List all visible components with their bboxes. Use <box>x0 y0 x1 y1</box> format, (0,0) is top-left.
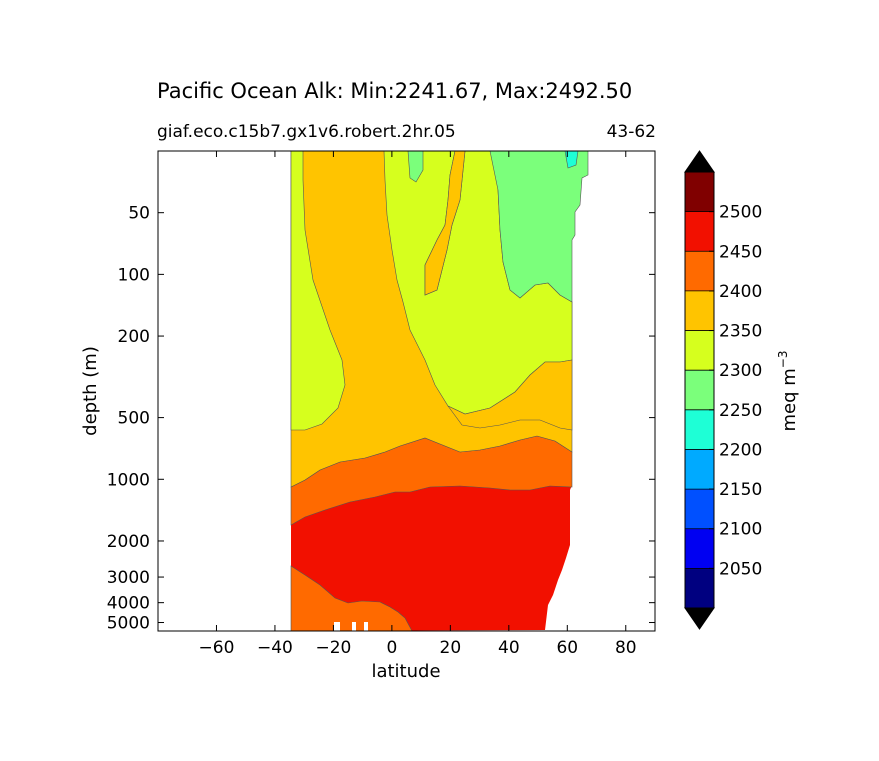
x-tick-label: 20 <box>440 638 462 658</box>
x-axis: −60 −40 −20 0 20 40 60 80 <box>199 151 637 658</box>
contour-region-2250-2300-north <box>489 151 589 303</box>
colorbar-tick-label: 2200 <box>719 440 762 460</box>
seafloor-gap-1 <box>334 622 340 631</box>
contour-region-deep <box>291 460 572 631</box>
seafloor-gap-3 <box>364 622 368 631</box>
contour-region-2350-2400-north <box>447 359 573 431</box>
colorbar-tick-label: 2300 <box>719 361 762 381</box>
y-tick-label: 50 <box>128 204 150 224</box>
chart-title: Pacific Ocean Alk: Min:2241.67, Max:2492… <box>157 79 632 103</box>
y-tick-label: 500 <box>118 409 150 429</box>
colorbar-segment <box>685 290 714 331</box>
colorbar-segment <box>685 409 714 450</box>
colorbar-segment <box>685 172 714 212</box>
contour-region-bottom-south <box>290 565 413 631</box>
colorbar: 2050 2100 2150 2200 2250 2300 2350 2400 2450 2500 <box>684 150 762 630</box>
colorbar-segment <box>685 568 714 608</box>
colorbar-extend-max <box>684 150 715 173</box>
colorbar-extend-min <box>684 607 715 630</box>
chart-subtitle-right: 43-62 <box>607 122 656 142</box>
y-tick-label: 1000 <box>107 470 150 490</box>
colorbar-tick-label: 2350 <box>719 322 762 342</box>
chart-subtitle-left: giaf.eco.c15b7.gx1v6.robert.2hr.05 <box>157 122 456 142</box>
colorbar-tick-label: 2250 <box>719 401 762 421</box>
y-tick-label: 200 <box>118 327 150 347</box>
plot-frame <box>157 150 656 632</box>
colorbar-tick-label: 2050 <box>719 559 762 579</box>
y-tick-label: 3000 <box>107 568 150 588</box>
x-tick-label: 80 <box>615 638 637 658</box>
colorbar-segment <box>685 449 714 490</box>
colorbar-tick-label: 2500 <box>719 203 762 223</box>
colorbar-label: meq m−3 <box>776 351 800 432</box>
colorbar-segment <box>685 370 714 410</box>
colorbar-tick-label: 2400 <box>719 282 762 302</box>
colorbar-label-exponent: −3 <box>776 351 790 369</box>
y-tick-label: 4000 <box>107 594 150 614</box>
x-tick-label: −20 <box>315 638 351 658</box>
colorbar-label-text: meq m <box>779 368 800 431</box>
seafloor-gap-2 <box>352 622 356 631</box>
colorbar-tick-label: 2450 <box>719 242 762 262</box>
y-axis-label: depth (m) <box>80 346 101 436</box>
contour-region-2300-2350-south <box>290 151 346 431</box>
x-tick-label: 60 <box>556 638 578 658</box>
y-tick-label: 5000 <box>107 614 150 634</box>
y-tick-label: 2000 <box>107 532 150 552</box>
x-tick-label: −60 <box>199 638 235 658</box>
contour-region-2200-2250 <box>564 151 579 169</box>
colorbar-tick-label: 2100 <box>719 520 762 540</box>
x-tick-label: −40 <box>257 638 293 658</box>
contour-region-2350-2400-tongue <box>424 151 466 296</box>
colorbar-tick-label: 2150 <box>719 480 762 500</box>
y-tick-label: 100 <box>118 265 150 285</box>
colorbar-segment <box>685 211 714 252</box>
contour-field <box>290 151 589 631</box>
colorbar-segment <box>685 489 714 529</box>
colorbar-segment <box>685 251 714 291</box>
x-tick-label: 0 <box>386 638 397 658</box>
contour-region-2250-2300-patch <box>407 151 424 183</box>
colorbar-segment <box>685 528 714 569</box>
x-tick-label: 40 <box>498 638 520 658</box>
colorbar-segment <box>685 330 714 371</box>
colorbar-frame <box>684 171 715 609</box>
x-axis-label: latitude <box>371 661 440 682</box>
